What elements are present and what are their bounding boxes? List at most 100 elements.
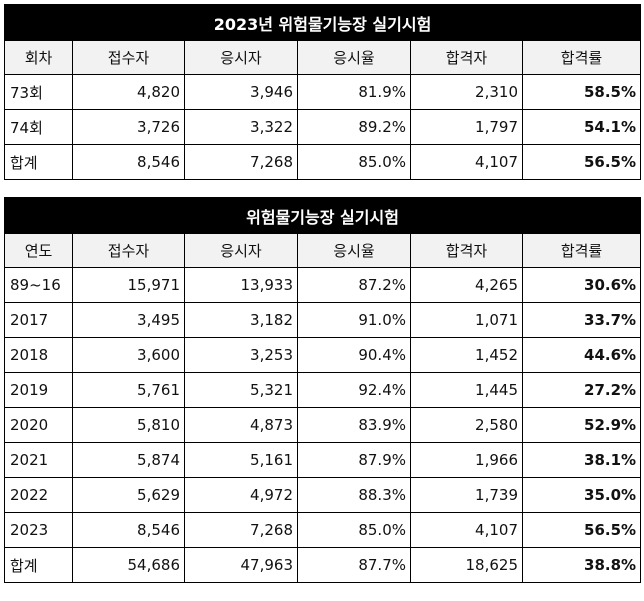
passers-cell: 1,797 xyxy=(410,109,523,145)
attendance-rate-cell: 81.9% xyxy=(297,74,411,110)
year-cell: 2018 xyxy=(4,337,73,373)
table-row: 89~16 15,971 13,933 87.2% 4,265 30.6% xyxy=(4,267,642,303)
attendance-rate-cell: 91.0% xyxy=(297,302,411,338)
pass-rate-cell: 44.6% xyxy=(521,337,642,373)
header-cell: 합격률 xyxy=(522,40,641,75)
pass-rate-cell: 54.1% xyxy=(522,109,641,145)
table-row-total: 합계 8,546 7,268 85.0% 4,107 56.5% xyxy=(4,144,641,180)
header-cell: 회차 xyxy=(4,40,73,75)
attendance-rate-cell: 88.3% xyxy=(297,477,411,513)
exam-2023-table: 2023년 위험물기능장 실기시험 회차 접수자 응시자 응시율 합격자 합격률… xyxy=(4,4,641,180)
applicants-cell: 5,874 xyxy=(72,442,185,478)
passers-cell: 1,966 xyxy=(410,442,523,478)
examinees-cell: 3,182 xyxy=(184,302,298,338)
table-title: 위험물기능장 실기시험 xyxy=(3,197,642,234)
year-cell: 합계 xyxy=(4,547,73,583)
applicants-cell: 5,810 xyxy=(72,407,185,443)
year-cell: 2022 xyxy=(4,477,73,513)
attendance-rate-cell: 85.0% xyxy=(297,144,411,180)
pass-rate-cell: 27.2% xyxy=(521,372,642,408)
year-cell: 2020 xyxy=(4,407,73,443)
round-cell: 합계 xyxy=(4,144,73,180)
table-row: 74회 3,726 3,322 89.2% 1,797 54.1% xyxy=(4,109,641,145)
examinees-cell: 13,933 xyxy=(184,267,298,303)
applicants-cell: 8,546 xyxy=(72,144,185,180)
attendance-rate-cell: 87.9% xyxy=(297,442,411,478)
examinees-cell: 47,963 xyxy=(184,547,298,583)
table-title-row: 위험물기능장 실기시험 xyxy=(3,197,642,234)
year-cell: 2023 xyxy=(4,512,73,548)
pass-rate-cell: 58.5% xyxy=(522,74,641,110)
applicants-cell: 8,546 xyxy=(72,512,185,548)
passers-cell: 1,452 xyxy=(410,337,523,373)
passers-cell: 1,445 xyxy=(410,372,523,408)
passers-cell: 2,310 xyxy=(410,74,523,110)
exam-history-table: 위험물기능장 실기시험 연도 접수자 응시자 응시율 합격자 합격률 89~16… xyxy=(3,197,642,583)
applicants-cell: 3,600 xyxy=(72,337,185,373)
header-cell: 응시자 xyxy=(184,233,298,268)
table-title-row: 2023년 위험물기능장 실기시험 xyxy=(4,4,641,41)
applicants-cell: 4,820 xyxy=(72,74,185,110)
passers-cell: 4,107 xyxy=(410,512,523,548)
attendance-rate-cell: 87.7% xyxy=(297,547,411,583)
header-cell: 연도 xyxy=(4,233,73,268)
applicants-cell: 15,971 xyxy=(72,267,185,303)
examinees-cell: 4,873 xyxy=(184,407,298,443)
header-row: 회차 접수자 응시자 응시율 합격자 합격률 xyxy=(4,40,641,75)
header-cell: 응시자 xyxy=(184,40,298,75)
examinees-cell: 5,321 xyxy=(184,372,298,408)
table-row: 2018 3,600 3,253 90.4% 1,452 44.6% xyxy=(4,337,642,373)
applicants-cell: 3,495 xyxy=(72,302,185,338)
pass-rate-cell: 38.1% xyxy=(521,442,642,478)
passers-cell: 1,739 xyxy=(410,477,523,513)
passers-cell: 4,107 xyxy=(410,144,523,180)
table-row: 2019 5,761 5,321 92.4% 1,445 27.2% xyxy=(4,372,642,408)
year-cell: 89~16 xyxy=(4,267,73,303)
examinees-cell: 7,268 xyxy=(184,512,298,548)
pass-rate-cell: 35.0% xyxy=(521,477,642,513)
round-cell: 74회 xyxy=(4,109,73,145)
passers-cell: 2,580 xyxy=(410,407,523,443)
applicants-cell: 54,686 xyxy=(72,547,185,583)
year-cell: 2019 xyxy=(4,372,73,408)
table-row: 2021 5,874 5,161 87.9% 1,966 38.1% xyxy=(4,442,642,478)
examinees-cell: 5,161 xyxy=(184,442,298,478)
examinees-cell: 3,946 xyxy=(184,74,298,110)
header-cell: 합격률 xyxy=(521,233,642,268)
header-cell: 접수자 xyxy=(72,233,185,268)
attendance-rate-cell: 87.2% xyxy=(297,267,411,303)
attendance-rate-cell: 90.4% xyxy=(297,337,411,373)
header-cell: 응시율 xyxy=(297,233,411,268)
table-row: 2020 5,810 4,873 83.9% 2,580 52.9% xyxy=(4,407,642,443)
round-cell: 73회 xyxy=(4,74,73,110)
passers-cell: 18,625 xyxy=(410,547,523,583)
applicants-cell: 5,761 xyxy=(72,372,185,408)
pass-rate-cell: 30.6% xyxy=(521,267,642,303)
pass-rate-cell: 56.5% xyxy=(521,512,642,548)
examinees-cell: 4,972 xyxy=(184,477,298,513)
pass-rate-cell: 33.7% xyxy=(521,302,642,338)
applicants-cell: 5,629 xyxy=(72,477,185,513)
header-cell: 합격자 xyxy=(410,40,523,75)
examinees-cell: 3,253 xyxy=(184,337,298,373)
table-title: 2023년 위험물기능장 실기시험 xyxy=(4,4,641,41)
pass-rate-cell: 52.9% xyxy=(521,407,642,443)
examinees-cell: 7,268 xyxy=(184,144,298,180)
examinees-cell: 3,322 xyxy=(184,109,298,145)
attendance-rate-cell: 83.9% xyxy=(297,407,411,443)
year-cell: 2021 xyxy=(4,442,73,478)
header-row: 연도 접수자 응시자 응시율 합격자 합격률 xyxy=(4,233,642,268)
pass-rate-cell: 38.8% xyxy=(521,547,642,583)
header-cell: 접수자 xyxy=(72,40,185,75)
pass-rate-cell: 56.5% xyxy=(522,144,641,180)
table-row: 2017 3,495 3,182 91.0% 1,071 33.7% xyxy=(4,302,642,338)
attendance-rate-cell: 89.2% xyxy=(297,109,411,145)
header-cell: 응시율 xyxy=(297,40,411,75)
passers-cell: 4,265 xyxy=(410,267,523,303)
table-row: 2022 5,629 4,972 88.3% 1,739 35.0% xyxy=(4,477,642,513)
table-row: 2023 8,546 7,268 85.0% 4,107 56.5% xyxy=(4,512,642,548)
passers-cell: 1,071 xyxy=(410,302,523,338)
table-row: 73회 4,820 3,946 81.9% 2,310 58.5% xyxy=(4,74,641,110)
attendance-rate-cell: 92.4% xyxy=(297,372,411,408)
